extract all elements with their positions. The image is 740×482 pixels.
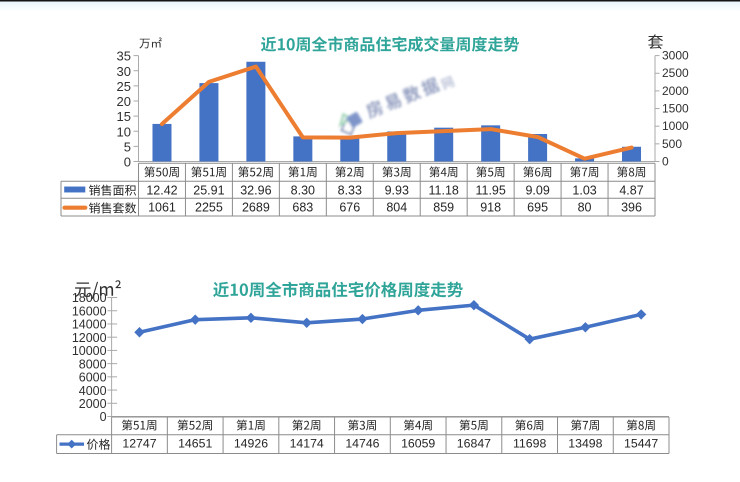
svg-text:8000: 8000 <box>79 357 107 371</box>
svg-text:8.33: 8.33 <box>338 183 362 197</box>
svg-text:500: 500 <box>662 137 682 151</box>
svg-text:16059: 16059 <box>401 437 435 451</box>
svg-text:12.42: 12.42 <box>146 183 177 197</box>
svg-text:396: 396 <box>621 201 642 215</box>
svg-text:11.18: 11.18 <box>429 183 459 197</box>
svg-text:4.87: 4.87 <box>619 183 643 197</box>
svg-text:35: 35 <box>117 49 131 64</box>
svg-text:2500: 2500 <box>662 66 689 80</box>
svg-text:8.30: 8.30 <box>291 183 315 197</box>
svg-text:1500: 1500 <box>662 101 689 115</box>
svg-text:14926: 14926 <box>234 437 268 451</box>
svg-text:10: 10 <box>117 124 131 139</box>
svg-text:676: 676 <box>339 201 360 215</box>
svg-text:1061: 1061 <box>148 201 176 215</box>
svg-text:12000: 12000 <box>72 331 107 345</box>
svg-text:25.91: 25.91 <box>193 183 224 197</box>
svg-text:2689: 2689 <box>242 201 270 215</box>
svg-text:16000: 16000 <box>72 304 107 318</box>
svg-text:20: 20 <box>117 94 131 109</box>
svg-text:15447: 15447 <box>624 437 658 451</box>
svg-text:5: 5 <box>124 139 131 154</box>
svg-text:9.09: 9.09 <box>525 183 549 197</box>
svg-text:859: 859 <box>433 201 454 215</box>
svg-text:18000: 18000 <box>72 291 107 305</box>
svg-text:15: 15 <box>117 109 131 124</box>
svg-text:11698: 11698 <box>513 437 546 451</box>
svg-text:16847: 16847 <box>457 437 491 451</box>
svg-text:14746: 14746 <box>345 437 379 451</box>
svg-text:32.96: 32.96 <box>240 183 271 197</box>
svg-text:4000: 4000 <box>79 384 107 398</box>
svg-text:30: 30 <box>117 64 131 79</box>
svg-text:3000: 3000 <box>662 49 689 63</box>
svg-text:1000: 1000 <box>662 119 689 133</box>
svg-text:0: 0 <box>100 410 107 424</box>
svg-text:0: 0 <box>662 154 669 168</box>
svg-text:14174: 14174 <box>290 437 324 451</box>
svg-text:14000: 14000 <box>72 318 107 332</box>
svg-text:918: 918 <box>480 201 501 215</box>
svg-text:0: 0 <box>124 155 131 170</box>
svg-text:2000: 2000 <box>662 84 689 98</box>
svg-text:14651: 14651 <box>178 437 212 451</box>
svg-text:13498: 13498 <box>568 437 602 451</box>
svg-text:683: 683 <box>292 201 313 215</box>
svg-text:695: 695 <box>527 201 548 215</box>
svg-text:2255: 2255 <box>195 201 223 215</box>
svg-text:11.95: 11.95 <box>475 183 505 197</box>
svg-text:804: 804 <box>386 201 407 215</box>
svg-text:6000: 6000 <box>79 371 107 385</box>
svg-text:25: 25 <box>117 79 131 94</box>
svg-text:2000: 2000 <box>79 397 107 411</box>
svg-text:80: 80 <box>578 201 592 215</box>
svg-text:12747: 12747 <box>122 437 156 451</box>
svg-text:1.03: 1.03 <box>572 183 596 197</box>
svg-text:9.93: 9.93 <box>385 183 409 197</box>
svg-text:10000: 10000 <box>72 344 107 358</box>
